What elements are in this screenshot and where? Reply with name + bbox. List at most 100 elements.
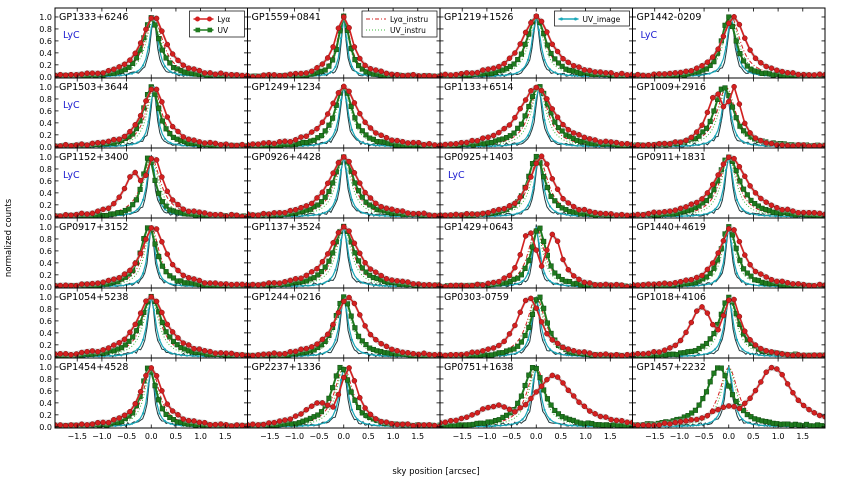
lya-marker (100, 139, 106, 146)
uv-image-line (247, 226, 440, 288)
uv-image-point (306, 424, 310, 427)
plot-area (55, 15, 248, 78)
lya-marker (335, 391, 342, 398)
lya-marker (84, 281, 90, 287)
lya-marker (357, 394, 363, 401)
lya-marker (68, 212, 74, 218)
uv-image-point (334, 198, 337, 201)
lya-marker (228, 142, 235, 148)
lya-marker (816, 210, 823, 217)
uv-image-point (158, 338, 161, 341)
lya-marker (704, 190, 711, 196)
lya-marker (218, 211, 224, 218)
lya-marker (709, 54, 716, 60)
uv-image-point (548, 348, 552, 351)
uv-image-point (158, 412, 161, 415)
lya-marker (159, 174, 165, 180)
lya-marker (389, 206, 395, 213)
lya-marker (442, 352, 449, 358)
lya-marker (132, 122, 138, 128)
uv-image-point (576, 214, 579, 217)
lya-marker (624, 72, 630, 78)
uv-image-point (119, 144, 123, 147)
uv-image-point (356, 418, 359, 421)
uv-image-point (746, 282, 750, 285)
lya-marker (137, 250, 144, 257)
uv-marker (170, 338, 177, 344)
uv-image-point (708, 282, 711, 285)
lya-marker (758, 345, 764, 352)
lya-marker (399, 278, 406, 285)
uv-image-point (559, 353, 563, 356)
y-tick-label: 0.2 (39, 271, 52, 280)
lya-marker (357, 55, 363, 62)
lya-marker (335, 309, 342, 316)
lya-marker (148, 86, 155, 93)
lya-marker (57, 143, 64, 148)
lya-marker (95, 280, 101, 286)
uv-image-dark-line (55, 366, 248, 428)
lya-marker (469, 412, 475, 418)
uv-image-point (752, 213, 755, 216)
lya-marker (453, 71, 459, 78)
uv-marker (352, 397, 358, 403)
lya-marker (191, 345, 197, 352)
lya-marker (105, 67, 112, 74)
uv-image-point (499, 144, 502, 147)
uv-image-point (317, 143, 321, 146)
uv-image-point (114, 284, 117, 287)
lya-marker (538, 319, 545, 325)
uv-marker (748, 197, 754, 203)
uv-image-point (136, 141, 139, 144)
lya-marker (415, 351, 422, 358)
lya-marker (201, 70, 208, 76)
lya-marker (351, 100, 358, 106)
uv-marker (326, 122, 332, 128)
uv-image-line (55, 366, 248, 428)
lya-marker (474, 211, 481, 217)
lya-marker (330, 321, 336, 328)
lya-error-band (55, 293, 248, 358)
lya-marker (632, 351, 636, 358)
lya-marker (544, 29, 550, 35)
lya-marker (790, 70, 796, 76)
lya-marker (121, 336, 128, 343)
legend-uv-image: UV_image (554, 10, 630, 27)
lya-marker (581, 206, 588, 213)
uv-marker (333, 46, 339, 53)
lya-marker (688, 68, 695, 74)
lya-marker (726, 226, 732, 232)
lya-marker (512, 264, 518, 271)
uv-marker (544, 184, 550, 191)
lya-marker (463, 351, 470, 357)
lya-marker (62, 141, 69, 148)
lya-marker (790, 208, 796, 214)
lya-marker (383, 343, 390, 350)
lya-marker (228, 71, 235, 78)
y-tick-label: 0.0 (39, 143, 52, 152)
uv-marker (322, 67, 328, 73)
uv-image-point (323, 421, 326, 424)
lya-marker (68, 71, 74, 78)
uv-image-point (125, 353, 128, 356)
lya-marker (303, 203, 310, 209)
x-tick-label: −1.0 (477, 432, 496, 441)
lya-marker (501, 338, 507, 345)
lya-marker (292, 276, 299, 282)
uv-image-point (521, 140, 524, 143)
lya-marker (185, 208, 192, 215)
panel: GP1137+3524 (247, 217, 441, 289)
lya-marker (640, 282, 646, 288)
lya-marker (453, 211, 459, 218)
lya-marker (57, 422, 64, 428)
uv-image-line (632, 296, 825, 358)
lya-marker (196, 139, 203, 145)
y-tick-label: 0.2 (39, 201, 52, 210)
lya-marker (255, 282, 261, 288)
lya-instru-line (632, 296, 825, 357)
lya-marker (362, 405, 368, 411)
lya-marker (426, 351, 433, 358)
lya-marker (78, 349, 85, 356)
lya-marker (266, 420, 272, 426)
